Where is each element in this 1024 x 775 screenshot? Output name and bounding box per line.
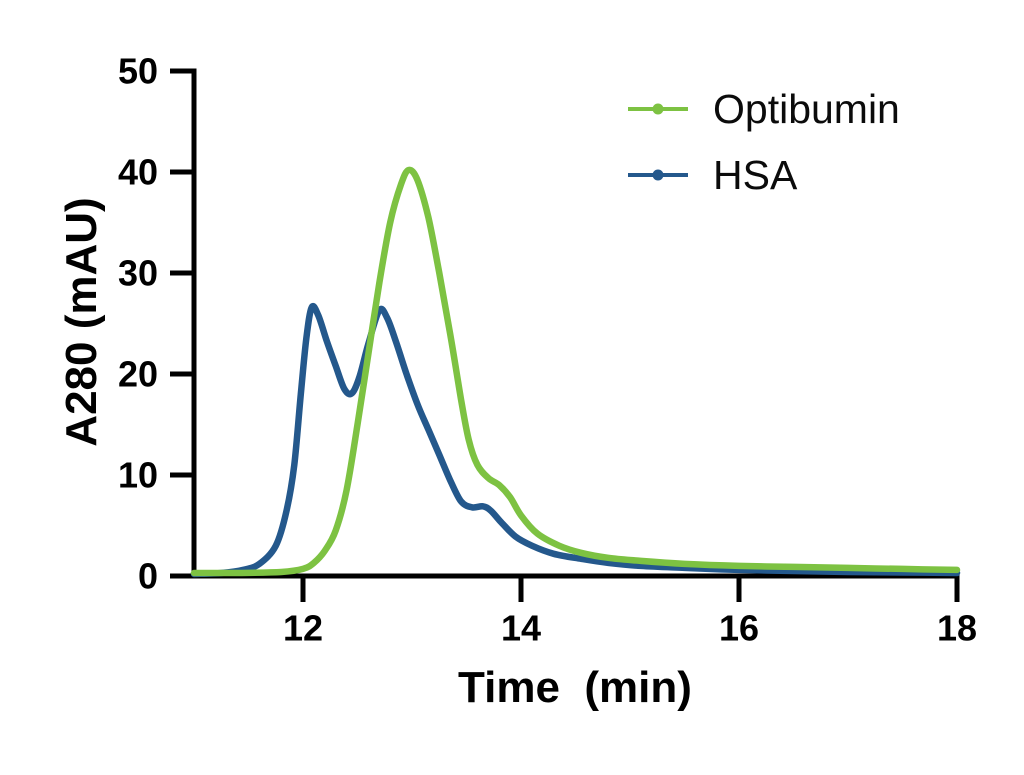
legend-item-optibumin: Optibumin — [627, 86, 900, 132]
x-axis-title: Time (min) — [458, 663, 692, 712]
x-tick-label: 12 — [283, 608, 323, 649]
legend-item-hsa: HSA — [627, 152, 900, 198]
hsa-swatch-dot-icon — [652, 169, 664, 181]
series-line-optibumin — [190, 166, 961, 577]
legend-label-optibumin: Optibumin — [713, 85, 900, 132]
y-tick-label: 50 — [118, 51, 158, 92]
legend: Optibumin HSA — [627, 86, 900, 198]
optibumin-line-swatch — [628, 103, 688, 115]
x-tick-label: 14 — [501, 608, 541, 649]
y-tick-label: 30 — [118, 253, 158, 294]
y-tick-label: 10 — [118, 455, 158, 496]
y-tick-label: 40 — [118, 152, 158, 193]
series-line-hsa — [190, 302, 961, 578]
y-tick-label: 0 — [138, 556, 158, 597]
x-tick-label: 16 — [719, 608, 759, 649]
hsa-line-swatch — [628, 169, 688, 181]
x-tick-label: 18 — [937, 608, 977, 649]
legend-label-hsa: HSA — [713, 151, 798, 198]
optibumin-swatch-dot-icon — [652, 103, 664, 115]
y-axis-title: A280 (mAU) — [57, 197, 106, 447]
y-tick-label: 20 — [118, 354, 158, 395]
